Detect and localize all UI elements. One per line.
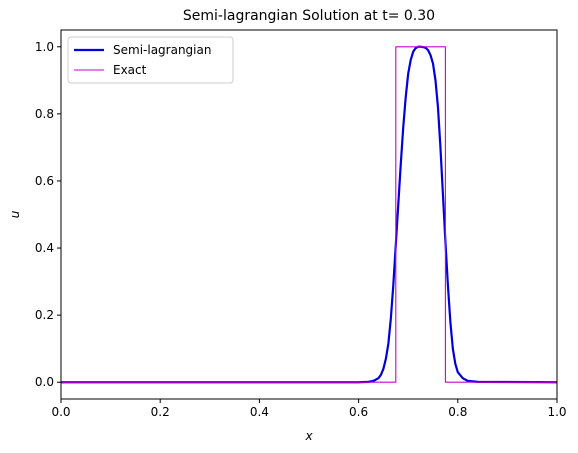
y-tick-label: 0.0: [35, 375, 54, 389]
x-tick-label: 0.8: [448, 405, 467, 419]
legend-box: [67, 36, 234, 84]
x-tick-label: 0.4: [250, 405, 269, 419]
legend: Semi-lagrangian Exact: [67, 36, 234, 84]
plot-frame: [60, 29, 558, 400]
y-tick-label: 0.2: [35, 308, 54, 322]
series-line-exact: [61, 46, 557, 383]
x-axis-ticks: 0.0 0.2 0.4 0.6 0.8 1.0: [51, 399, 567, 419]
y-axis-label: u: [8, 210, 22, 218]
legend-label-exact: Exact: [113, 63, 147, 77]
y-axis-ticks: 0.0 0.2 0.4 0.6 0.8 1.0: [35, 40, 61, 389]
y-tick-label: 0.8: [35, 107, 54, 121]
x-tick-label: 0.0: [51, 405, 70, 419]
series-line-semi-lagrangian: [61, 45, 558, 384]
legend-label-semi-lagrangian: Semi-lagrangian: [113, 43, 211, 57]
plot-lines: [61, 45, 558, 384]
y-tick-label: 0.6: [35, 174, 54, 188]
x-axis-label: x: [304, 429, 313, 443]
y-tick-label: 0.4: [35, 241, 54, 255]
y-tick-label: 1.0: [35, 40, 54, 54]
x-tick-label: 0.2: [151, 405, 170, 419]
chart-title: Semi-lagrangian Solution at t= 0.30: [183, 8, 435, 24]
x-tick-label: 1.0: [547, 405, 566, 419]
x-tick-label: 0.6: [349, 405, 368, 419]
